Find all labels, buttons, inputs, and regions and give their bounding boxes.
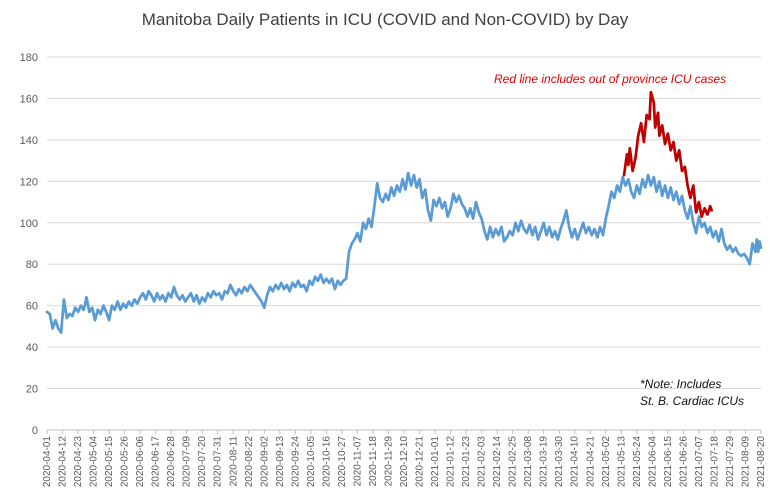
x-tick-label: 2020-10-05 (306, 436, 317, 488)
x-tick-label: 2021-02-03 (477, 436, 488, 488)
x-tick-label: 2020-05-15 (104, 436, 115, 488)
x-tick-label: 2021-03-19 (539, 436, 550, 488)
x-tick-label: 2021-03-08 (523, 436, 534, 488)
x-tick-label: 2021-08-09 (740, 436, 751, 488)
series-lines (45, 90, 763, 334)
x-tick-label: 2021-07-07 (694, 436, 705, 488)
x-tick-label: 2020-11-29 (383, 436, 394, 487)
x-tick-label: 2020-05-26 (120, 436, 131, 488)
x-tick-label: 2020-04-01 (42, 436, 53, 488)
annotation-note-line1: *Note: Includes (640, 377, 722, 391)
x-tick-label: 2021-01-12 (446, 436, 457, 488)
x-tick-label: 2020-09-02 (259, 436, 270, 488)
x-tick-label: 2020-12-21 (415, 436, 426, 488)
x-tick-label: 2021-04-21 (585, 436, 596, 488)
x-tick-label: 2020-12-10 (399, 436, 410, 488)
annotation-note: *Note: Includes St. B. Cardiac ICUs (640, 376, 744, 410)
x-tick-label: 2021-02-14 (492, 436, 503, 488)
x-tick-label: 2020-04-23 (73, 436, 84, 488)
x-tick-label: 2020-04-12 (58, 436, 69, 488)
x-tick-label: 2020-05-04 (89, 436, 100, 488)
x-tick-label: 2021-01-23 (461, 436, 472, 488)
x-tick-label: 2021-07-18 (709, 436, 720, 488)
x-axis-ticks: 2020-04-01 2020-04-12 2020-04-23 2020-05-04… (42, 430, 767, 487)
x-tick-label: 2020-06-17 (151, 436, 162, 488)
y-tick-label: 0 (32, 425, 38, 437)
y-axis-ticks: 0 20 40 60 80 100 120 140 160 180 (20, 52, 38, 437)
x-tick-label: 2021-08-20 (756, 436, 767, 488)
x-tick-label: 2021-04-10 (570, 436, 581, 488)
x-tick-label: 2021-05-02 (601, 436, 612, 488)
x-tick-label: 2021-05-24 (632, 436, 643, 488)
x-tick-label: 2021-05-13 (616, 436, 627, 488)
y-tick-label: 40 (26, 342, 38, 354)
x-tick-label: 2020-06-06 (135, 436, 146, 488)
x-tick-label: 2020-08-11 (228, 436, 239, 487)
y-tick-label: 160 (20, 93, 38, 105)
y-tick-label: 60 (26, 301, 38, 313)
x-tick-label: 2020-07-31 (213, 436, 224, 488)
chart-title: Manitoba Daily Patients in ICU (COVID an… (141, 10, 629, 29)
x-tick-label: 2021-06-15 (663, 436, 674, 488)
x-tick-label: 2021-01-01 (430, 436, 441, 488)
x-tick-label: 2020-07-20 (197, 436, 208, 488)
x-tick-label: 2020-08-22 (244, 436, 255, 488)
x-tick-label: 2020-11-07 (352, 436, 363, 487)
x-tick-label: 2020-09-24 (290, 436, 301, 488)
x-tick-label: 2021-06-04 (647, 436, 658, 488)
x-tick-label: 2020-10-27 (337, 436, 348, 488)
y-tick-label: 20 (26, 384, 38, 396)
x-tick-label: 2020-09-13 (275, 436, 286, 488)
x-tick-label: 2021-02-25 (508, 436, 519, 488)
x-tick-label: 2020-10-16 (321, 436, 332, 488)
y-tick-label: 180 (20, 52, 38, 64)
annotation-red-line: Red line includes out of province ICU ca… (494, 72, 727, 86)
y-tick-label: 100 (20, 218, 38, 230)
series-line-out-of-province (622, 90, 713, 218)
x-tick-label: 2020-11-18 (368, 436, 379, 487)
x-tick-label: 2021-06-26 (678, 436, 689, 488)
y-tick-label: 80 (26, 259, 38, 271)
annotation-note-line2: St. B. Cardiac ICUs (640, 394, 745, 408)
x-tick-label: 2020-06-28 (166, 436, 177, 488)
y-tick-label: 140 (20, 135, 38, 147)
x-tick-label: 2021-03-30 (554, 436, 565, 488)
x-tick-label: 2020-07-09 (182, 436, 193, 488)
x-tick-label: 2021-07-29 (725, 436, 736, 488)
series-line-icu-total (45, 171, 763, 334)
y-tick-label: 120 (20, 176, 38, 188)
